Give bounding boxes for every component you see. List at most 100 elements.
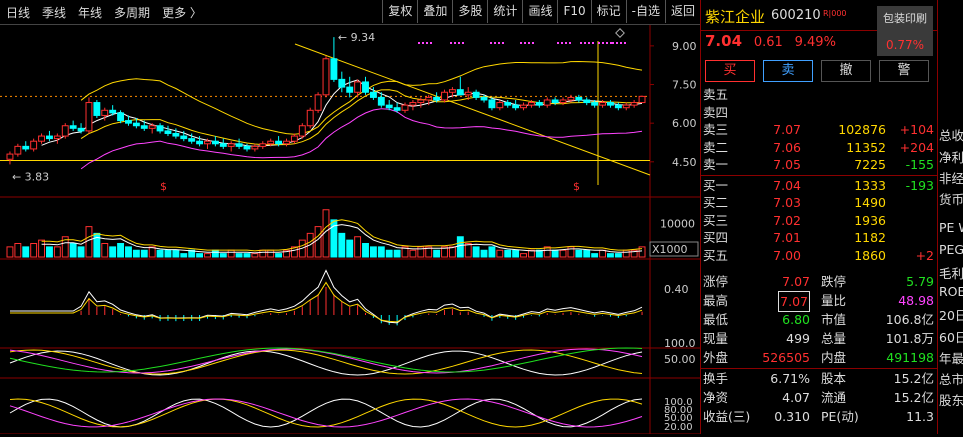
finance-item[interactable]: 毛利 xyxy=(939,266,963,281)
period-tab[interactable]: 更多 〉 xyxy=(162,5,202,20)
trade-buttons: 买 卖 撤 警 xyxy=(705,60,929,82)
bid-row[interactable]: 买五 7.00 1860 +2 xyxy=(701,247,938,265)
bid-row[interactable]: 买三 7.02 1936 xyxy=(701,212,938,230)
stat-value: 101.8万 xyxy=(885,331,934,346)
toolbar-button[interactable]: 标记 xyxy=(590,0,626,23)
finance-item[interactable]: PEG xyxy=(939,242,963,257)
toolbar-button[interactable]: 叠加 xyxy=(417,0,452,23)
bid-row[interactable]: 买一 7.04 1333 -193 xyxy=(701,177,938,195)
finance-item[interactable]: 总收 xyxy=(939,128,963,143)
finance-item[interactable]: ROE xyxy=(939,284,963,299)
signal-dot xyxy=(588,42,590,44)
volume-bar xyxy=(251,253,259,258)
candle-body xyxy=(164,130,172,134)
signal-dot xyxy=(426,42,428,44)
finance-item[interactable]: 20日 xyxy=(939,308,963,323)
stat-label: 总量 xyxy=(821,331,847,346)
bid-row[interactable]: 买二 7.03 1490 xyxy=(701,194,938,212)
finance-item[interactable]: 净利 xyxy=(939,150,963,165)
volume-bar xyxy=(409,249,417,258)
candle-body xyxy=(148,125,156,129)
signal-dot xyxy=(565,42,567,44)
candle-body xyxy=(204,140,211,145)
buy-button[interactable]: 买 xyxy=(705,60,755,82)
candle-body xyxy=(219,143,227,147)
toolbar-button[interactable]: 统计 xyxy=(487,0,522,23)
bid-row[interactable]: 买四 7.01 1182 xyxy=(701,229,938,247)
finance-item[interactable]: 货币 xyxy=(939,192,963,207)
volume-bar xyxy=(638,246,646,258)
book-price: 7.00 xyxy=(773,247,801,263)
finance-item[interactable]: 总市 xyxy=(939,372,963,387)
finance-item[interactable]: 年最 xyxy=(939,351,963,366)
quote-header: 紫江企业 600210 R|000 xyxy=(701,0,938,31)
volume-bar xyxy=(85,226,93,258)
trend-line xyxy=(294,43,651,176)
period-tab[interactable]: 日线 xyxy=(6,5,31,20)
ask-row[interactable]: 卖二 7.06 11352 +204 xyxy=(701,139,938,157)
candle-body xyxy=(448,89,456,93)
kline-chart-area[interactable]: 9.00 7.50 6.00 4.50 ← 9.34 ← 3.83 $ $10000 X1000… xyxy=(0,25,700,435)
stock-name[interactable]: 紫江企业 xyxy=(705,8,766,26)
boll-mid-line xyxy=(80,89,643,146)
volume-bar xyxy=(433,249,441,258)
toolbar-button[interactable]: 复权 xyxy=(382,0,417,23)
ask-row[interactable]: 卖四 xyxy=(701,104,938,122)
stat-label: 换手 xyxy=(703,371,729,386)
candle-body xyxy=(591,102,599,106)
ask-row[interactable]: 卖一 7.05 7225 -155 xyxy=(701,156,938,174)
sell-button[interactable]: 卖 xyxy=(763,60,813,82)
volume-bar xyxy=(275,253,283,258)
book-price: 7.03 xyxy=(773,195,801,210)
signal-dot xyxy=(557,42,559,44)
low-label: ← 3.83 xyxy=(12,170,49,183)
stat-value: 11.3 xyxy=(906,409,934,424)
candle-body xyxy=(69,125,77,129)
volume-bar xyxy=(283,249,290,258)
candle-body xyxy=(606,102,614,106)
alert-button[interactable]: 警 xyxy=(879,60,929,82)
stat-label: PE(动) xyxy=(821,409,859,424)
toolbar-button[interactable]: 多股 xyxy=(452,0,487,23)
candle-body xyxy=(362,81,369,93)
ind1-tick-label: 100.0 xyxy=(664,337,696,350)
cancel-order-button[interactable]: 撤 xyxy=(821,60,871,82)
ask-row[interactable]: 卖五 xyxy=(701,86,938,104)
candle-body xyxy=(480,96,488,101)
stat-value: 0.310 xyxy=(774,409,810,424)
stat-label: 最高 xyxy=(703,293,729,308)
toolbar-button[interactable]: F10 xyxy=(557,0,590,23)
volume-bar xyxy=(164,249,172,258)
volume-bar xyxy=(125,246,132,258)
finance-item[interactable]: PE W xyxy=(939,220,963,235)
finance-item[interactable]: 非经 xyxy=(939,171,963,186)
volume-bar xyxy=(606,253,614,258)
stat-label: 股本 xyxy=(821,371,847,386)
finance-item[interactable]: 股东 xyxy=(939,393,963,408)
book-level-label: 买一 xyxy=(703,177,729,193)
ask-row[interactable]: 卖三 7.07 102876 +104 xyxy=(701,121,938,139)
candle-body xyxy=(109,109,117,114)
volume-bar xyxy=(30,243,38,258)
candle-body xyxy=(377,96,385,106)
period-tab[interactable]: 多周期 xyxy=(114,5,151,20)
candle-body xyxy=(551,99,559,104)
signal-dot xyxy=(598,42,600,44)
kline-chart-svg[interactable]: 9.00 7.50 6.00 4.50 ← 9.34 ← 3.83 $ $10000 X1000… xyxy=(0,25,700,435)
toolbar-button[interactable]: 返回 xyxy=(664,0,700,23)
volume-bar xyxy=(259,249,267,258)
sector-badge[interactable]: 包装印刷 0.77% xyxy=(877,6,933,56)
toolbar-button[interactable]: 画线 xyxy=(522,0,557,23)
quote-stats: 涨停 7.07 跌停 5.79 最高 7.07 量比 48.98 最低 6.80 市值 106.8亿现… xyxy=(701,272,938,367)
candle-body xyxy=(614,104,622,109)
candle-body xyxy=(93,102,101,116)
candle-body xyxy=(77,127,85,132)
stat-value: 6.71% xyxy=(770,371,810,386)
toolbar-button[interactable]: -自选 xyxy=(625,0,665,23)
period-tab[interactable]: 年线 xyxy=(78,5,103,20)
finance-item[interactable]: 60日 xyxy=(939,330,963,345)
volume-bar xyxy=(338,232,346,258)
candle-body xyxy=(543,99,551,106)
book-change: -155 xyxy=(905,157,934,172)
period-tab[interactable]: 季线 xyxy=(42,5,67,20)
